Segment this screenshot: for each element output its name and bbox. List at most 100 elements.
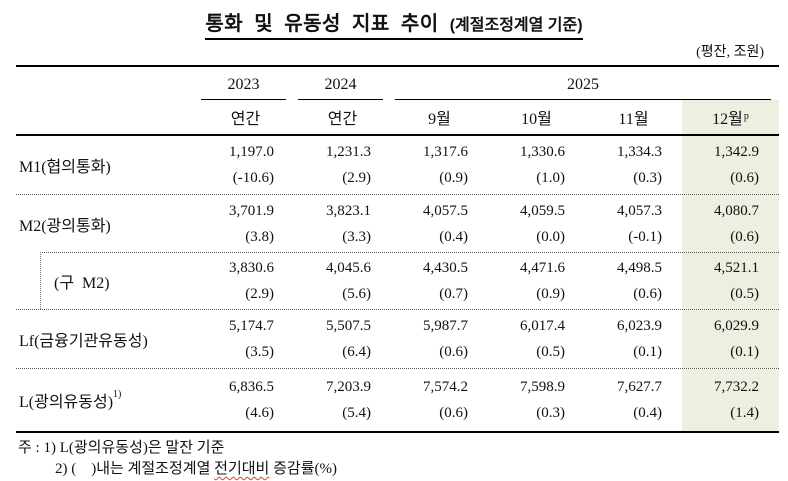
row-label: (구 M2) — [16, 252, 197, 309]
year-header-row: 2023 2024 2025 — [16, 67, 779, 100]
footnote-2-spellcheck-text: 전기대비 — [214, 461, 270, 477]
value-cell: 4,057.5 (0.4) — [391, 195, 488, 252]
balance-value: 4,430.5 — [423, 259, 468, 276]
balance-value: 4,057.5 — [423, 202, 468, 219]
year-label: 2025 — [567, 75, 599, 93]
balance-value: 1,231.3 — [326, 144, 371, 160]
balance-value: 3,830.6 — [229, 259, 274, 276]
value-cell: 7,574.2 (0.6) — [391, 369, 488, 431]
year-label: 2023 — [227, 75, 260, 93]
table-row-m1: M1(협의통화) 1,197.0 (-10.6) 1,231.3 (2.9) 1,317.… — [16, 136, 779, 194]
balance-value: 1,197.0 — [229, 144, 274, 160]
growth-rate-value: (0.5) — [730, 285, 759, 302]
footnote-2-text: 증감률(%) — [269, 461, 337, 477]
balance-value: 7,574.2 — [423, 379, 468, 395]
growth-rate-value: (0.6) — [730, 170, 759, 186]
growth-rate-value: (-0.1) — [628, 228, 662, 245]
balance-value: 5,987.7 — [423, 318, 468, 334]
row-label-text: L(광의유동성) — [19, 394, 114, 411]
balance-value: 3,701.9 — [229, 202, 274, 219]
growth-rate-value: (3.8) — [245, 228, 274, 245]
growth-rate-value: (3.3) — [342, 228, 371, 245]
value-cell: 4,471.6 (0.9) — [488, 252, 585, 309]
value-cell: 4,430.5 (0.7) — [391, 252, 488, 309]
page-title: 통화 및 유동성 지표 추이 (계절조정계열 기준) — [205, 7, 583, 40]
growth-rate-value: (0.3) — [536, 405, 565, 421]
col-header-dec-preliminary: 12월 p — [682, 100, 779, 134]
year-header-spacer — [16, 67, 197, 100]
growth-rate-value: (0.4) — [439, 228, 468, 245]
balance-value: 4,521.1 — [714, 259, 759, 276]
value-cell: 7,598.9 (0.3) — [488, 369, 585, 431]
row-label: M1(협의통화) — [16, 136, 197, 194]
value-cell: 4,045.6 (5.6) — [294, 252, 391, 309]
value-cell: 3,701.9 (3.8) — [197, 195, 294, 252]
balance-value: 7,203.9 — [326, 379, 371, 395]
year-header-2023: 2023 — [201, 70, 286, 100]
growth-rate-value: (2.9) — [342, 170, 371, 186]
balance-value: 7,627.7 — [617, 379, 662, 395]
growth-rate-value: (0.6) — [439, 344, 468, 360]
balance-value: 5,174.7 — [229, 318, 274, 334]
balance-value: 4,059.5 — [520, 202, 565, 219]
value-cell: 4,059.5 (0.0) — [488, 195, 585, 252]
footnote-2-text: 2) ( )내는 계절조정계열 — [55, 461, 215, 477]
col-header-label: 9월 — [428, 111, 451, 128]
value-cell: 5,507.5 (6.4) — [294, 310, 391, 368]
unit-label: (평잔, 조원) — [696, 45, 764, 60]
row-label: Lf(금융기관유동성) — [16, 310, 197, 368]
growth-rate-value: (6.4) — [342, 344, 371, 360]
growth-rate-value: (0.0) — [536, 228, 565, 245]
col-header-label: 연간 — [327, 111, 358, 128]
page-title-sub: (계절조정계열 기준) — [449, 17, 583, 34]
row-label: M2(광의통화) — [16, 195, 197, 252]
value-cell: 1,342.9 (0.6) — [682, 136, 779, 194]
growth-rate-value: (0.1) — [633, 344, 662, 360]
col-header-label: 12월 — [712, 111, 743, 128]
value-cell: 1,317.6 (0.9) — [391, 136, 488, 194]
balance-value: 3,823.1 — [326, 202, 371, 219]
col-header-2023-annual: 연간 — [197, 100, 294, 134]
value-cell: 7,203.9 (5.4) — [294, 369, 391, 431]
balance-value: 6,836.5 — [229, 379, 274, 395]
growth-rate-value: (0.6) — [633, 285, 662, 302]
month-header-spacer — [16, 100, 197, 134]
growth-rate-value: (-10.6) — [232, 170, 274, 186]
growth-rate-value: (0.9) — [536, 285, 565, 302]
value-cell: 1,197.0 (-10.6) — [197, 136, 294, 194]
growth-rate-value: (0.3) — [633, 170, 662, 186]
growth-rate-value: (0.9) — [439, 170, 468, 186]
table-row-lf: Lf(금융기관유동성) 5,174.7 (3.5) 5,507.5 (6.4) 5,987… — [16, 310, 779, 368]
value-cell: 6,023.9 (0.1) — [585, 310, 682, 368]
balance-value: 1,330.6 — [520, 144, 565, 160]
row-label-text: (구 M2) — [54, 274, 110, 292]
col-header-label: 연간 — [230, 111, 261, 128]
balance-value: 7,732.2 — [714, 379, 759, 395]
value-cell: 1,231.3 (2.9) — [294, 136, 391, 194]
indicator-table: 2023 2024 2025 연간 연간 9월 10월 11월 12월 p M1(… — [16, 65, 779, 433]
footnote-2: 2) ( )내는 계절조정계열 전기대비 증감률(%) — [18, 459, 788, 480]
value-cell: 4,057.3 (-0.1) — [585, 195, 682, 252]
growth-rate-value: (1.4) — [730, 405, 759, 421]
value-cell: 6,017.4 (0.5) — [488, 310, 585, 368]
col-header-sep: 9월 — [391, 100, 488, 134]
month-header-row: 연간 연간 9월 10월 11월 12월 p — [16, 100, 779, 136]
table-row-m2: M2(광의통화) 3,701.9 (3.8) 3,823.1 (3.3) 4,057.5 (… — [16, 194, 779, 252]
table-row-l: L(광의유동성) 1) 6,836.5 (4.6) 7,203.9 (5.4) 7,574.… — [16, 368, 779, 431]
balance-value: 4,045.6 — [326, 259, 371, 276]
value-cell: 1,334.3 (0.3) — [585, 136, 682, 194]
value-cell: 3,830.6 (2.9) — [197, 252, 294, 309]
growth-rate-value: (0.5) — [536, 344, 565, 360]
value-cell: 5,987.7 (0.6) — [391, 310, 488, 368]
value-cell: 5,174.7 (3.5) — [197, 310, 294, 368]
balance-value: 4,471.6 — [520, 259, 565, 276]
balance-value: 4,498.5 — [617, 259, 662, 276]
growth-rate-value: (0.6) — [439, 405, 468, 421]
balance-value: 5,507.5 — [326, 318, 371, 334]
growth-rate-value: (0.7) — [439, 285, 468, 302]
value-cell: 1,330.6 (1.0) — [488, 136, 585, 194]
year-header-2024: 2024 — [298, 70, 383, 100]
value-cell: 7,627.7 (0.4) — [585, 369, 682, 431]
value-cell: 6,836.5 (4.6) — [197, 369, 294, 431]
